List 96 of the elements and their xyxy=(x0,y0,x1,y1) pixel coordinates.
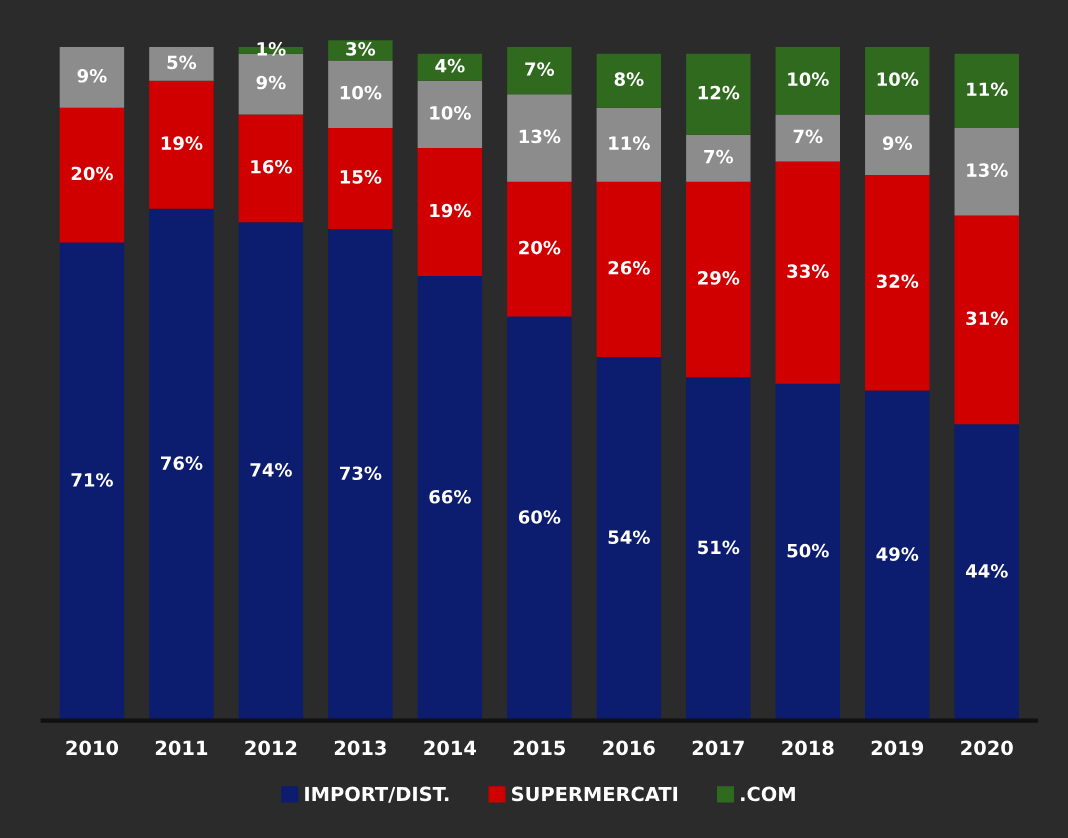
data-label: 12% xyxy=(698,85,740,100)
data-label: 5% xyxy=(167,55,197,70)
data-label: 10% xyxy=(430,106,471,120)
bar xyxy=(865,47,930,115)
data-label: 19% xyxy=(161,136,203,150)
bar xyxy=(954,215,1019,425)
data-label: 1% xyxy=(257,42,286,56)
bar xyxy=(417,80,483,149)
bar xyxy=(596,181,662,357)
data-label: 7% xyxy=(793,129,823,144)
x-tick-label: 2017 xyxy=(692,740,744,756)
data-label: 7% xyxy=(525,62,555,76)
x-tick-label: 2018 xyxy=(782,740,834,756)
bar xyxy=(865,114,930,176)
data-label: 4% xyxy=(435,58,465,73)
data-label: 50% xyxy=(787,543,829,558)
bar xyxy=(865,390,930,721)
bar xyxy=(417,148,483,277)
bar xyxy=(149,208,214,721)
bar xyxy=(507,316,572,721)
data-label: 76% xyxy=(161,456,203,470)
x-tick-label: 2013 xyxy=(334,740,386,756)
data-label: 20% xyxy=(71,166,113,181)
bar xyxy=(775,114,840,162)
bar xyxy=(417,53,483,81)
data-label: 10% xyxy=(340,85,382,100)
x-tick-label: 2019 xyxy=(871,740,924,756)
x-tick-label: 2011 xyxy=(155,740,208,756)
bar xyxy=(328,60,393,128)
bar xyxy=(686,53,751,135)
x-tick-label: 2020 xyxy=(961,740,1013,756)
bar xyxy=(686,181,751,378)
bar xyxy=(59,242,125,721)
bar xyxy=(686,377,751,721)
bar xyxy=(328,40,393,61)
bar xyxy=(686,134,751,182)
bar xyxy=(775,161,840,384)
bar xyxy=(596,53,662,108)
data-label: 3% xyxy=(346,42,376,56)
data-label: 9% xyxy=(256,75,286,90)
bar xyxy=(596,107,662,182)
bar xyxy=(328,127,393,229)
bar xyxy=(417,276,483,721)
bar xyxy=(149,47,214,81)
data-label: 33% xyxy=(787,264,829,278)
data-label: 16% xyxy=(251,159,292,174)
bar xyxy=(149,80,214,209)
data-label: 13% xyxy=(519,129,561,144)
data-label: 7% xyxy=(704,149,734,164)
legend-label: .COM xyxy=(741,786,795,802)
data-label: 11% xyxy=(609,136,650,150)
data-label: 9% xyxy=(882,136,913,150)
bar xyxy=(59,47,125,108)
x-tick-label: 2016 xyxy=(603,740,655,756)
data-label: 20% xyxy=(519,240,561,255)
bar xyxy=(59,107,125,243)
bar xyxy=(507,47,572,95)
data-label: 11% xyxy=(967,82,1008,97)
bar xyxy=(328,228,393,721)
data-label: 29% xyxy=(698,271,740,285)
data-label: 13% xyxy=(967,163,1008,177)
bar xyxy=(238,114,304,223)
data-label: 66% xyxy=(429,489,471,504)
data-label: 31% xyxy=(966,311,1008,326)
data-label: 44% xyxy=(965,564,1008,578)
x-tick-label: 2010 xyxy=(66,740,119,756)
legend-label: SUPERMERCATI xyxy=(512,786,678,802)
bar xyxy=(954,127,1019,216)
data-label: 49% xyxy=(876,547,919,561)
data-label: 9% xyxy=(77,68,107,83)
data-label: 32% xyxy=(876,274,919,289)
data-label: 60% xyxy=(518,510,561,524)
data-label: 73% xyxy=(339,466,382,481)
bar xyxy=(238,222,304,721)
bar xyxy=(775,383,840,721)
bar xyxy=(865,175,930,391)
data-label: 54% xyxy=(608,530,650,545)
bar xyxy=(507,94,572,182)
bar xyxy=(775,47,840,115)
data-label: 10% xyxy=(788,72,829,86)
data-label: 10% xyxy=(877,72,919,86)
bar xyxy=(596,356,662,721)
data-label: 26% xyxy=(608,260,650,275)
data-label: 15% xyxy=(340,170,382,184)
x-tick-label: 2015 xyxy=(513,740,566,756)
data-label: 8% xyxy=(614,72,644,86)
data-label: 51% xyxy=(698,540,740,555)
legend-label: IMPORT/DIST. xyxy=(305,786,449,803)
bar xyxy=(954,53,1019,128)
data-label: 74% xyxy=(250,463,292,477)
bar xyxy=(954,424,1019,721)
data-label: 71% xyxy=(71,473,113,487)
x-tick-label: 2014 xyxy=(424,740,477,756)
x-tick-label: 2012 xyxy=(245,740,297,756)
data-label: 19% xyxy=(430,203,471,218)
bar xyxy=(507,181,572,317)
